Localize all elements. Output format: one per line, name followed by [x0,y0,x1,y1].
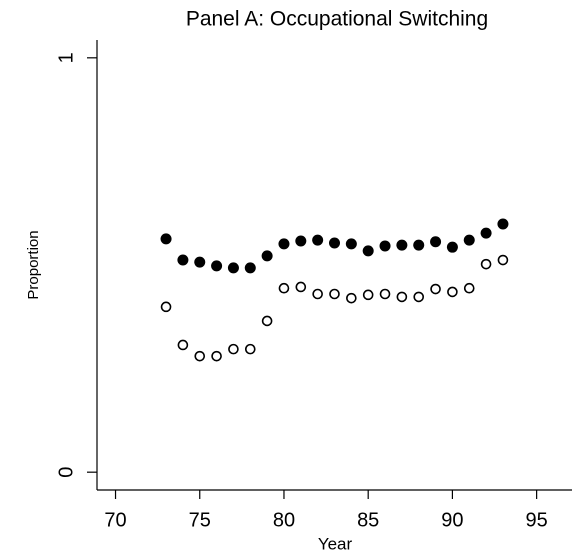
point [413,291,425,303]
point [177,339,189,351]
point [211,260,223,272]
point [463,234,475,246]
point [447,286,458,298]
point [345,238,357,250]
point [379,240,391,252]
y-tick-label: 1 [55,52,77,63]
point [413,239,425,251]
point [312,234,324,246]
point [396,291,408,303]
x-tick-label: 80 [273,509,295,531]
point [329,288,340,300]
x-tick-label: 85 [357,509,379,531]
point [430,283,441,295]
chart-title: Panel A: Occupational Switching [186,8,488,31]
point [346,292,357,304]
point [379,288,391,300]
point [463,282,475,294]
x-tick-label: 95 [526,509,548,531]
point [295,281,307,293]
point [295,235,307,247]
point [228,343,239,355]
point [446,241,458,253]
point [312,288,323,300]
point [278,238,290,250]
point [244,262,256,274]
point [396,239,408,251]
point [430,236,442,248]
x-tick-label: 70 [104,509,126,531]
point [160,301,172,313]
point [177,254,189,266]
x-tick-label: 90 [441,509,463,531]
point [194,256,206,268]
point [194,350,206,362]
x-axis-label: Year [318,534,353,553]
point [497,218,509,230]
point [244,343,256,355]
point [497,254,509,266]
point [227,262,239,274]
point [480,258,492,270]
point [480,227,492,239]
y-tick-label: 0 [55,467,77,478]
y-axis-label: Proportion [25,230,42,299]
x-tick-label: 75 [189,509,211,531]
point [362,245,374,257]
point [362,289,374,301]
point [261,250,273,262]
point [160,233,172,245]
point [261,315,273,327]
point [211,350,222,362]
point [329,237,340,249]
point [278,282,290,294]
